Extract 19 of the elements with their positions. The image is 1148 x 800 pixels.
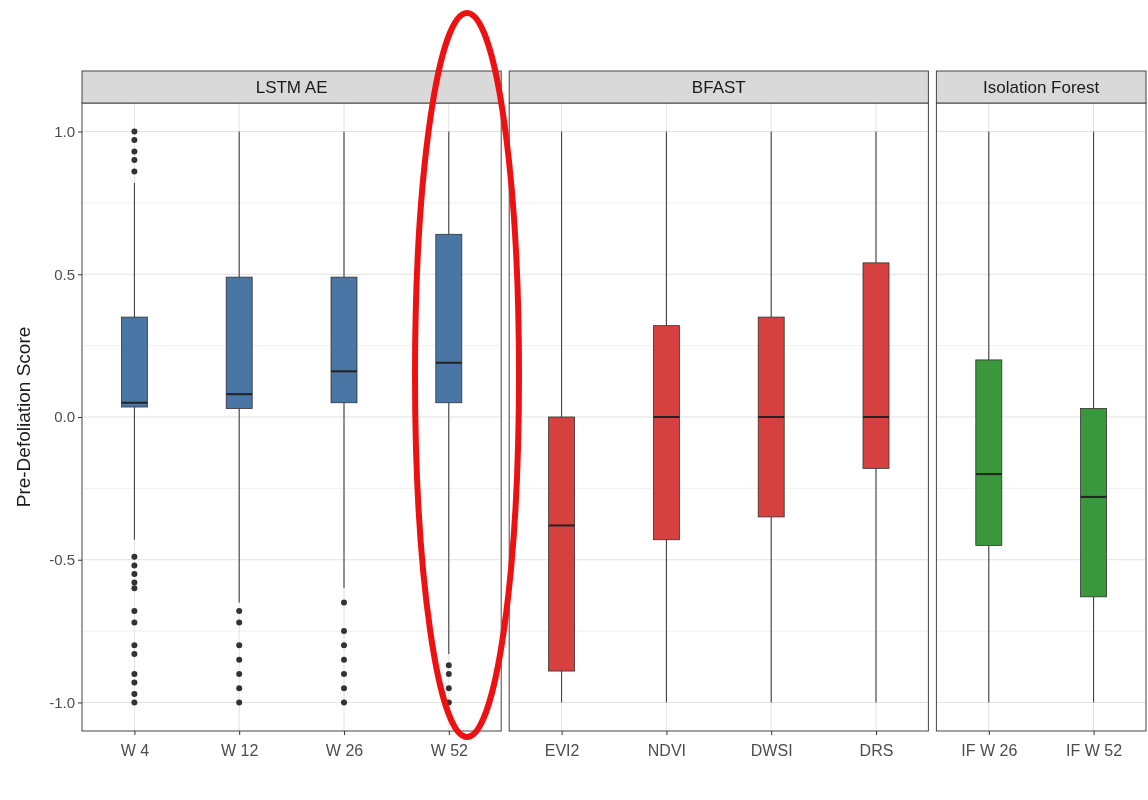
x-tick-label: W 4 [120, 741, 150, 759]
y-tick-label: 1.0 [54, 122, 75, 140]
chart-title: BFAST [691, 78, 746, 97]
y-tick-label: -0.5 [49, 551, 75, 569]
chart-title: LSTM AE [255, 78, 328, 97]
x-tick-label: IF W 52 [1066, 741, 1123, 759]
x-tick-label: NDVI [647, 741, 687, 759]
x-tick-label: DWSI [750, 741, 793, 759]
x-tick-label: W 26 [325, 741, 364, 759]
x-tick-label: EVI2 [544, 741, 580, 759]
y-axis-title: Pre-Defoliation Score [13, 326, 34, 508]
x-tick-label: W 12 [221, 741, 259, 759]
y-tick-label: 0.5 [54, 265, 75, 283]
x-tick-label: IF W 26 [961, 741, 1018, 759]
x-tick-label: DRS [859, 741, 894, 759]
y-tick-label: 0.0 [54, 408, 75, 426]
chart-title: Isolation Forest [983, 78, 1100, 97]
x-tick-label: W 52 [430, 741, 469, 759]
y-tick-label: -1.0 [49, 693, 75, 711]
